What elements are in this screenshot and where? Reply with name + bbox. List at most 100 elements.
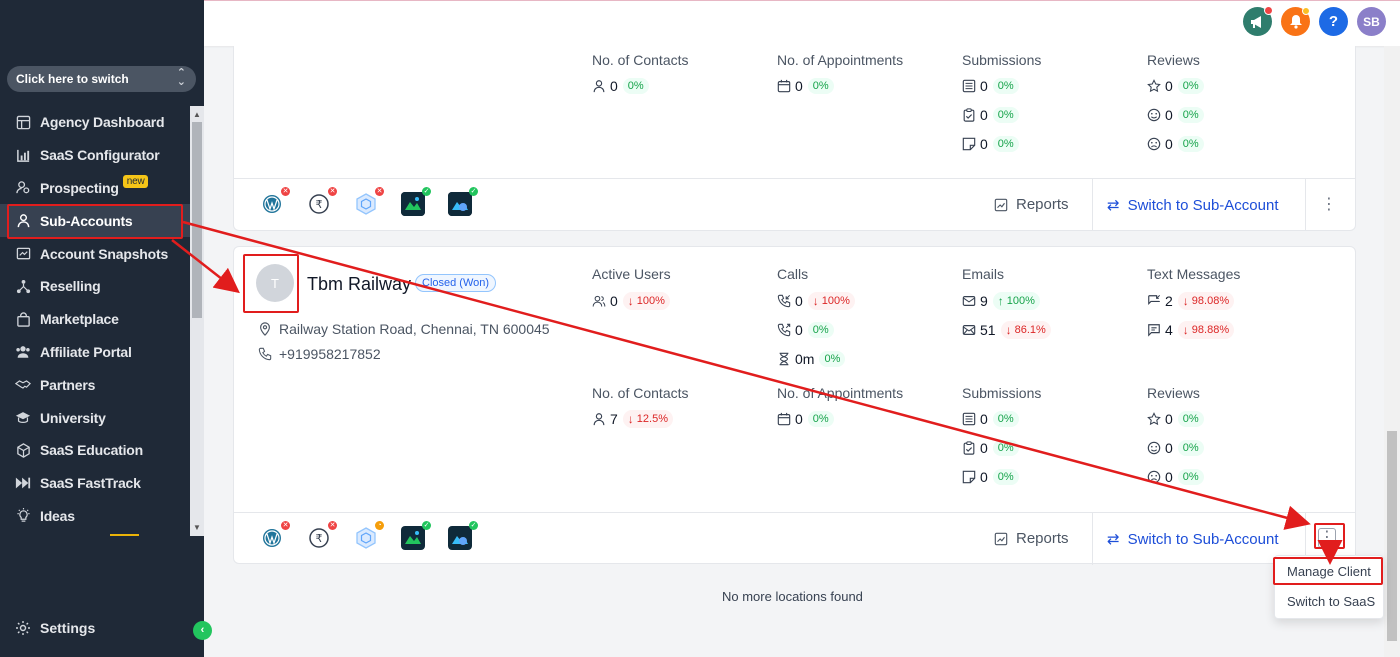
metric-value: 0: [795, 411, 803, 427]
metric-reviews: 0 0%: [1147, 438, 1204, 458]
metric-percent: 0%: [992, 78, 1019, 94]
wordpress-icon[interactable]: ✕: [260, 521, 290, 550]
mail-open-icon: [962, 323, 976, 337]
kebab-icon: ⋮: [1321, 196, 1337, 213]
metric-submissions: 0 0%: [962, 134, 1019, 154]
rupee-icon[interactable]: ₹ ✕: [307, 521, 337, 550]
sidebar-item-affiliate-portal[interactable]: Affiliate Portal: [0, 336, 190, 369]
metric-submissions: 0 0%: [962, 76, 1019, 96]
account-address: Railway Station Road, Chennai, TN 600045: [258, 321, 550, 337]
sidebar-item-university[interactable]: University: [0, 401, 190, 434]
star-icon: [1147, 412, 1161, 426]
ok-status-icon: ✓: [422, 521, 431, 530]
sidebar-item-partners[interactable]: Partners: [0, 368, 190, 401]
sidebar-item-saas-fasttrack[interactable]: SaaS FastTrack: [0, 467, 190, 500]
survey-icon: [962, 137, 976, 151]
account-phone: +919958217852: [258, 346, 381, 362]
sms-out-icon: [1147, 323, 1161, 337]
rupee-icon[interactable]: ₹ ✕: [307, 187, 337, 216]
sidebar-item-ideas[interactable]: Ideas: [0, 500, 190, 533]
app-blue-icon[interactable]: ✓: [448, 187, 478, 216]
metric-emails: 9 ↑ 100%: [962, 291, 1040, 311]
collapse-sidebar-button[interactable]: ‹: [193, 621, 212, 640]
hexagon-icon[interactable]: ◔: [354, 521, 384, 550]
chevron-updown-icon: ⌃ ⌄: [176, 67, 186, 88]
metric-title: Submissions: [962, 385, 1042, 401]
metric-percent: 0%: [992, 411, 1019, 427]
menu-item-manage-client[interactable]: Manage Client: [1287, 564, 1371, 579]
metric-submissions: 0 0%: [962, 409, 1019, 429]
metric-percent: ↓ 86.1%: [1000, 321, 1051, 339]
menu-item-switch-to-saas[interactable]: Switch to SaaS: [1287, 594, 1376, 609]
account-name[interactable]: Tbm Railway: [307, 274, 412, 294]
more-options-button[interactable]: ⋮: [1318, 194, 1340, 216]
metric-value: 4: [1165, 322, 1173, 338]
sidebar-item-label: Ideas: [40, 507, 75, 524]
avatar: T: [256, 264, 294, 302]
settings-label: Settings: [40, 620, 96, 636]
hexagon-icon[interactable]: ✕: [354, 187, 384, 216]
sidebar-item-reselling[interactable]: Reselling: [0, 270, 190, 303]
divider: [1305, 513, 1306, 565]
sidebar-item-account-snapshots[interactable]: Account Snapshots: [0, 237, 190, 270]
account-switcher[interactable]: Click here to switch ⌃ ⌄: [7, 66, 196, 92]
user-avatar-button[interactable]: SB: [1357, 7, 1386, 36]
sidebar-item-saas-education[interactable]: SaaS Education: [0, 434, 190, 467]
sidebar-item-marketplace[interactable]: Marketplace: [0, 303, 190, 336]
metric-value: 0: [980, 136, 988, 152]
metric-percent: 0%: [1177, 469, 1204, 485]
arrow-down-icon: ↓: [1182, 323, 1189, 337]
metric-value: 0m: [795, 351, 815, 367]
scroll-up-icon[interactable]: ▲: [193, 110, 201, 119]
metric-value: 0: [795, 293, 803, 309]
phone-out-icon: [777, 323, 791, 337]
dashboard-icon: [15, 114, 31, 130]
error-status-icon: ✕: [281, 521, 290, 530]
app-blue-icon[interactable]: ✓: [448, 521, 478, 550]
switch-to-sub-account-button[interactable]: ⇄ Switch to Sub-Account: [1107, 530, 1279, 549]
divider: [1092, 179, 1093, 231]
sidebar-scrollbar-thumb[interactable]: [192, 122, 202, 318]
metric-submissions: 0 0%: [962, 438, 1019, 458]
sidebar-item-prospecting[interactable]: Prospecting new: [0, 172, 190, 205]
cube-icon: [15, 442, 31, 458]
phone-icon: [258, 347, 272, 361]
metric-percent-value: 98.88%: [1191, 324, 1230, 336]
metric-value: 0: [1165, 78, 1173, 94]
notifications-button[interactable]: [1281, 7, 1310, 36]
switch-to-sub-account-button[interactable]: ⇄ Switch to Sub-Account: [1107, 196, 1279, 215]
sidebar-item-label: SaaS Education: [40, 442, 144, 459]
main-scrollbar-thumb[interactable]: [1387, 431, 1397, 641]
sidebar-item-label: Partners: [40, 376, 96, 393]
more-options-button[interactable]: ⋮: [1318, 528, 1336, 548]
main-scrollbar[interactable]: [1384, 46, 1400, 657]
scroll-down-icon[interactable]: ▼: [193, 523, 201, 532]
sub-account-card: T Tbm Railway Closed (Won) Railway Stati…: [233, 246, 1356, 565]
metric-reviews: 0 0%: [1147, 409, 1204, 429]
clipboard-icon: [962, 441, 976, 455]
arrow-down-icon: ↓: [627, 412, 634, 426]
wordpress-icon[interactable]: ✕: [260, 187, 290, 216]
chart-icon: [15, 147, 31, 163]
sidebar-item-settings[interactable]: Settings: [15, 620, 95, 636]
app-green-icon[interactable]: ✓: [401, 521, 431, 550]
sms-in-icon: [1147, 294, 1161, 308]
metric-percent: 0%: [807, 411, 834, 427]
announcement-button[interactable]: [1243, 6, 1273, 36]
sidebar-item-sub-accounts[interactable]: Sub-Accounts: [0, 204, 190, 238]
reports-button[interactable]: Reports: [994, 196, 1069, 213]
sidebar-item-agency-dashboard[interactable]: Agency Dashboard: [0, 106, 190, 139]
metric-text-messages: 2 ↓ 98.08%: [1147, 291, 1235, 311]
reports-label: Reports: [1016, 196, 1069, 213]
metric-percent: 0%: [1177, 440, 1204, 456]
sidebar-item-saas-configurator[interactable]: SaaS Configurator: [0, 139, 190, 172]
progress-indicator: [110, 534, 139, 536]
metric-percent-value: 98.08%: [1191, 295, 1230, 307]
reports-button[interactable]: Reports: [994, 530, 1069, 547]
avatar-initial: T: [271, 275, 279, 291]
sidebar: Click here to switch ⌃ ⌄ Agency Dashboard…: [0, 0, 212, 657]
app-green-icon[interactable]: ✓: [401, 187, 431, 216]
help-button[interactable]: ?: [1319, 7, 1348, 36]
sidebar-item-label: University: [40, 409, 106, 426]
metric-value: 0: [795, 78, 803, 94]
